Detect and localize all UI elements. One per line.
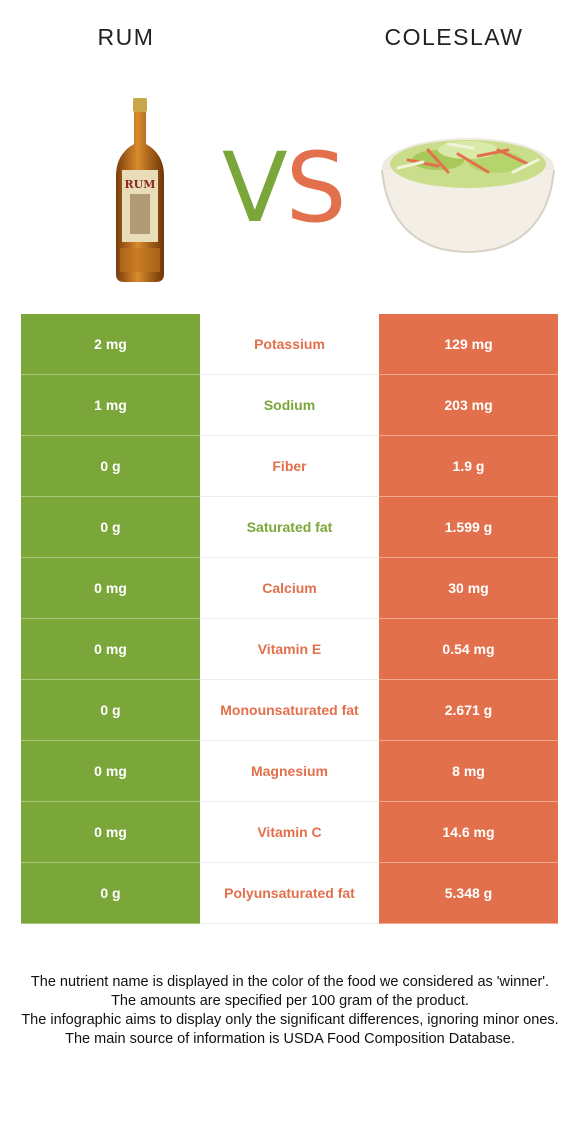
- table-row: 2 mg Potassium 129 mg: [21, 314, 558, 375]
- table-row: 0 g Fiber 1.9 g: [21, 435, 558, 497]
- table-row: 0 g Polyunsaturated fat 5.348 g: [21, 862, 558, 924]
- left-value-cell: 0 g: [21, 862, 200, 924]
- table-row: 0 g Monounsaturated fat 2.671 g: [21, 679, 558, 741]
- svg-text:RUM: RUM: [125, 178, 156, 191]
- right-value-cell: 1.599 g: [379, 496, 558, 558]
- footer-line: The amounts are specified per 100 gram o…: [111, 993, 469, 1009]
- left-food-title: RUM: [97, 24, 155, 50]
- nutrient-name-cell: Sodium: [200, 374, 379, 436]
- nutrient-name-cell: Saturated fat: [200, 496, 379, 558]
- vs-label: VS: [222, 132, 347, 244]
- table-row: 1 mg Sodium 203 mg: [21, 374, 558, 436]
- footer-line: The infographic aims to display only the…: [21, 1012, 559, 1028]
- right-value-cell: 5.348 g: [379, 862, 558, 924]
- left-value-cell: 0 mg: [21, 801, 200, 863]
- right-value-cell: 129 mg: [379, 314, 558, 375]
- footer-line: The main source of information is USDA F…: [65, 1031, 515, 1047]
- nutrient-name-cell: Monounsaturated fat: [200, 679, 379, 741]
- right-value-cell: 203 mg: [379, 374, 558, 436]
- table-row: 0 mg Magnesium 8 mg: [21, 740, 558, 802]
- table-row: 0 mg Vitamin E 0.54 mg: [21, 618, 558, 680]
- coleslaw-bowl-image: [381, 138, 555, 253]
- table-row: 0 mg Vitamin C 14.6 mg: [21, 801, 558, 863]
- nutrient-name-cell: Calcium: [200, 557, 379, 619]
- nutrient-comparison-table: 2 mg Potassium 129 mg 1 mg Sodium 203 mg 0 g Fi…: [21, 314, 558, 924]
- left-value-cell: 0 mg: [21, 557, 200, 619]
- table-row: 0 g Saturated fat 1.599 g: [21, 496, 558, 558]
- right-value-cell: 1.9 g: [379, 435, 558, 497]
- nutrient-name-cell: Fiber: [200, 435, 379, 497]
- table-row: 0 mg Calcium 30 mg: [21, 557, 558, 619]
- right-food-title: COLESLAW: [384, 24, 524, 50]
- right-value-cell: 8 mg: [379, 740, 558, 802]
- nutrient-name-cell: Vitamin C: [200, 801, 379, 863]
- right-value-cell: 0.54 mg: [379, 618, 558, 680]
- nutrient-name-cell: Polyunsaturated fat: [200, 862, 379, 924]
- right-value-cell: 14.6 mg: [379, 801, 558, 863]
- right-value-cell: 30 mg: [379, 557, 558, 619]
- right-value-cell: 2.671 g: [379, 679, 558, 741]
- footer-line: The nutrient name is displayed in the co…: [30, 974, 550, 990]
- footer-notes: The nutrient name is displayed in the co…: [10, 973, 570, 1049]
- nutrient-name-cell: Vitamin E: [200, 618, 379, 680]
- left-value-cell: 0 mg: [21, 740, 200, 802]
- rum-bottle-image: RUM: [116, 98, 164, 282]
- left-value-cell: 1 mg: [21, 374, 200, 436]
- left-value-cell: 2 mg: [21, 314, 200, 375]
- left-value-cell: 0 g: [21, 679, 200, 741]
- left-value-cell: 0 g: [21, 435, 200, 497]
- left-value-cell: 0 mg: [21, 618, 200, 680]
- nutrient-name-cell: Potassium: [200, 314, 379, 375]
- nutrient-name-cell: Magnesium: [200, 740, 379, 802]
- left-value-cell: 0 g: [21, 496, 200, 558]
